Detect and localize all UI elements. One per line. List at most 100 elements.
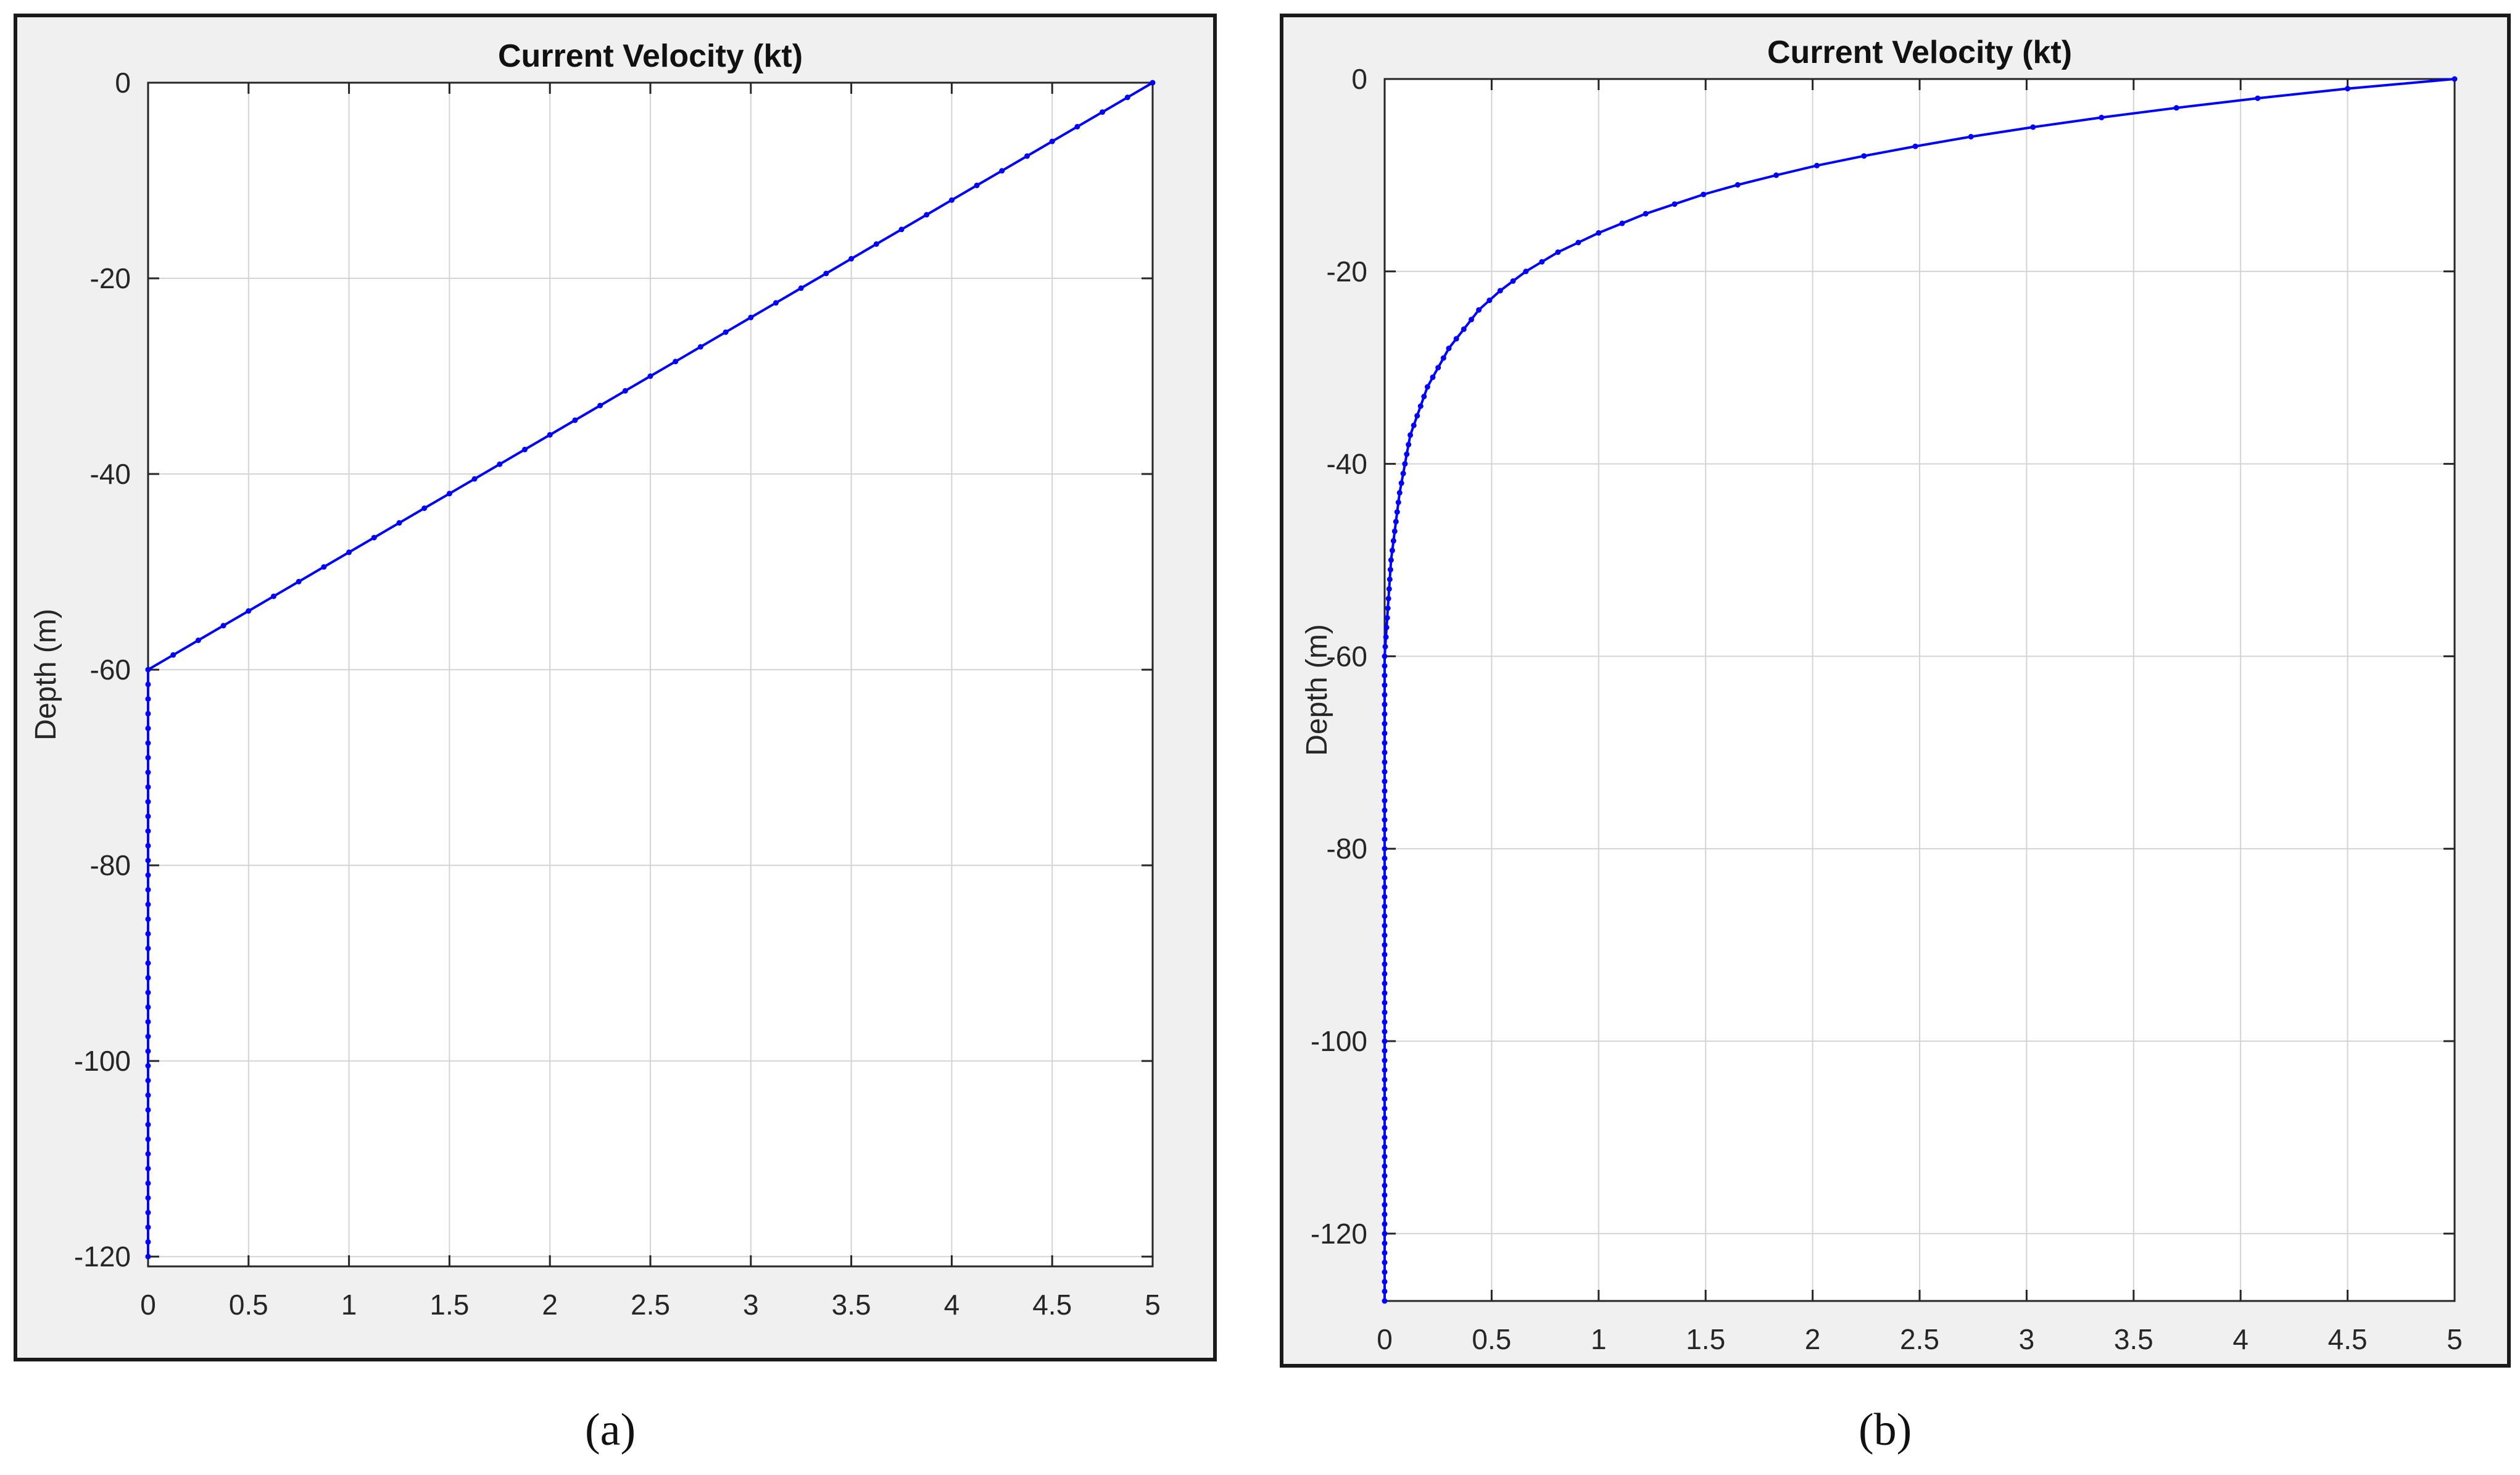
data-point bbox=[622, 388, 628, 394]
data-point bbox=[1382, 807, 1388, 813]
data-point bbox=[673, 359, 679, 365]
x-tick-label: 3 bbox=[743, 1289, 759, 1321]
x-tick-label: 0.5 bbox=[1472, 1323, 1511, 1355]
data-point bbox=[321, 564, 327, 570]
data-point bbox=[396, 520, 402, 526]
y-tick-label: -120 bbox=[1311, 1218, 1367, 1250]
data-point bbox=[145, 887, 151, 893]
data-point bbox=[1382, 1153, 1388, 1160]
data-point bbox=[1382, 1288, 1388, 1294]
data-point bbox=[1382, 730, 1388, 736]
data-point bbox=[773, 300, 779, 306]
data-point bbox=[421, 505, 428, 511]
data-point bbox=[1382, 692, 1388, 698]
data-point bbox=[1382, 1124, 1388, 1131]
data-point bbox=[145, 755, 151, 761]
x-tick-label: 2.5 bbox=[631, 1289, 670, 1321]
x-tick-label: 2.5 bbox=[1900, 1323, 1939, 1355]
data-point bbox=[1435, 365, 1441, 371]
data-point bbox=[145, 1048, 151, 1054]
data-point bbox=[1382, 1096, 1388, 1102]
data-point bbox=[1049, 138, 1055, 144]
data-point bbox=[1382, 846, 1388, 852]
data-point bbox=[1384, 615, 1390, 621]
data-point bbox=[924, 212, 930, 218]
data-point bbox=[898, 226, 905, 233]
data-point bbox=[1402, 461, 1408, 467]
data-point bbox=[2173, 105, 2179, 111]
data-point bbox=[1382, 673, 1388, 679]
data-point bbox=[145, 1195, 151, 1201]
data-point bbox=[999, 168, 1005, 174]
data-point bbox=[1395, 499, 1401, 505]
data-point bbox=[1393, 518, 1399, 525]
data-point bbox=[1382, 1298, 1388, 1304]
y-tick-label: 0 bbox=[115, 67, 131, 99]
data-point bbox=[145, 945, 151, 952]
x-tick-label: 0 bbox=[140, 1289, 156, 1321]
data-point bbox=[1074, 123, 1080, 130]
data-point bbox=[1382, 1067, 1388, 1073]
data-point bbox=[446, 491, 452, 497]
data-point bbox=[145, 960, 151, 966]
data-point bbox=[1539, 259, 1545, 265]
data-point bbox=[145, 989, 151, 995]
data-point bbox=[1382, 826, 1388, 833]
data-point bbox=[145, 1004, 151, 1010]
data-point bbox=[647, 373, 653, 379]
x-tick-label: 4 bbox=[944, 1289, 960, 1321]
data-point bbox=[1382, 721, 1388, 727]
y-tick-label: -100 bbox=[74, 1045, 131, 1077]
data-point bbox=[1382, 923, 1388, 929]
data-point bbox=[1382, 663, 1388, 669]
data-point bbox=[1814, 162, 1820, 168]
data-point bbox=[1382, 836, 1388, 842]
data-point bbox=[145, 1180, 151, 1186]
chart-panel-a: 0 0.5 1 1.5 2 2.5 3 3.5 4 4.5 5 0 -20 -40 -60 -80 -100 -1… bbox=[14, 14, 1217, 1361]
data-point bbox=[1382, 1173, 1388, 1179]
data-point bbox=[145, 931, 151, 937]
data-point bbox=[145, 813, 151, 820]
data-point bbox=[1024, 153, 1030, 159]
y-tick-label: -60 bbox=[90, 654, 131, 686]
data-point bbox=[1382, 1269, 1388, 1275]
data-point bbox=[1383, 634, 1389, 640]
data-point bbox=[1382, 711, 1388, 717]
y-axis-label: Depth (m) bbox=[30, 609, 62, 740]
x-tick-label: 3.5 bbox=[832, 1289, 871, 1321]
data-point bbox=[271, 593, 276, 599]
data-point bbox=[1382, 1048, 1388, 1054]
data-point bbox=[1404, 451, 1410, 457]
data-point bbox=[1407, 432, 1414, 438]
data-point bbox=[145, 974, 151, 981]
data-point bbox=[1382, 1250, 1388, 1256]
x-tick-label: 1 bbox=[1591, 1323, 1607, 1355]
data-point bbox=[145, 770, 151, 775]
data-point bbox=[1497, 288, 1503, 294]
data-point bbox=[471, 476, 478, 482]
data-point bbox=[2345, 86, 2351, 92]
data-point bbox=[1968, 134, 1974, 139]
data-point bbox=[1383, 625, 1390, 631]
data-point bbox=[1382, 1163, 1388, 1170]
data-point bbox=[145, 1166, 151, 1171]
data-point bbox=[145, 1107, 151, 1113]
x-tick-label: 4.5 bbox=[1032, 1289, 1072, 1321]
data-point bbox=[1386, 586, 1392, 592]
data-point bbox=[145, 725, 151, 731]
data-point bbox=[145, 1034, 151, 1039]
data-point bbox=[1414, 413, 1420, 419]
data-point bbox=[1555, 249, 1561, 256]
data-point bbox=[873, 241, 879, 247]
data-point bbox=[1912, 143, 1918, 149]
x-tick-label: 2 bbox=[542, 1289, 558, 1321]
data-point bbox=[145, 681, 151, 688]
data-point bbox=[1385, 596, 1391, 602]
data-point bbox=[1382, 749, 1388, 755]
data-point bbox=[145, 1136, 151, 1142]
data-point bbox=[145, 857, 151, 863]
data-point bbox=[145, 740, 151, 746]
data-point bbox=[1382, 653, 1388, 659]
data-point bbox=[1396, 489, 1403, 496]
data-point bbox=[371, 534, 377, 541]
